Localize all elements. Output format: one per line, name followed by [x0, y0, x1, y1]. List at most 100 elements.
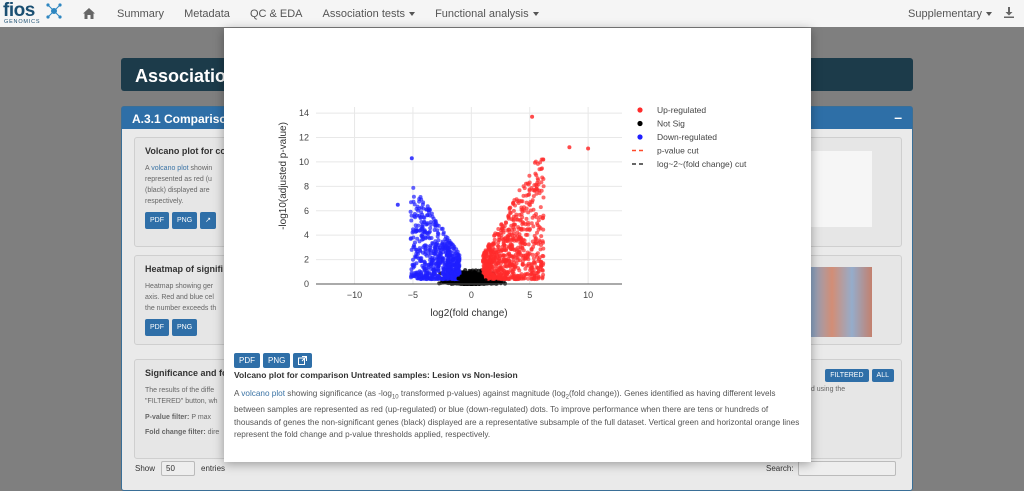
up-point [535, 251, 540, 256]
up-point [516, 245, 521, 250]
down-point [454, 251, 459, 255]
pvalue-filter-value[interactable]: P [191, 414, 196, 421]
down-point [420, 202, 425, 207]
volcano-plot-link[interactable]: volcano plot [241, 389, 285, 398]
pvalue-filter-label: P-value filter: [145, 414, 190, 421]
heatmap-card-line2: axis. Red and blue cel [145, 294, 214, 301]
nav-association-tests[interactable]: Association tests [323, 8, 416, 20]
up-point [506, 216, 511, 221]
up-point [541, 254, 546, 259]
volcano-link[interactable]: volcano plot [151, 165, 189, 172]
card-png-button[interactable]: PNG [172, 212, 198, 229]
up-point [505, 239, 510, 244]
up-point [486, 243, 491, 248]
up-point [531, 207, 536, 212]
up-point [485, 266, 490, 271]
entries-select[interactable]: 50 [161, 461, 196, 476]
heatmap-png-button[interactable]: PNG [172, 319, 198, 336]
down-point [424, 253, 429, 258]
nav-supplementary[interactable]: Supplementary [908, 0, 992, 27]
up-point [532, 260, 537, 265]
pvalue-filter-input[interactable]: max [197, 414, 212, 421]
up-point [524, 253, 529, 258]
up-point [503, 260, 508, 265]
down-point [412, 262, 417, 267]
all-button[interactable]: ALL [871, 369, 894, 382]
up-point [540, 268, 545, 272]
up-point [525, 232, 530, 237]
chevron-down-icon [409, 11, 416, 16]
filtered-button[interactable]: FILTERED [825, 369, 869, 382]
up-point [502, 243, 507, 248]
down-point [419, 271, 424, 276]
heatmap-pdf-button[interactable]: PDF [145, 319, 169, 336]
outlier-point [567, 145, 572, 150]
down-point [439, 254, 444, 259]
external-link-icon[interactable] [293, 353, 313, 368]
down-point [411, 265, 416, 270]
up-point [530, 239, 535, 244]
up-point [495, 231, 500, 236]
notsig-core-point [468, 278, 473, 283]
up-point [535, 161, 540, 166]
down-point [414, 229, 419, 233]
up-point [510, 237, 515, 242]
pdf-button[interactable]: PDF [234, 353, 260, 368]
plot-grid [316, 107, 622, 285]
modal-caption-title: Volcano plot for comparison Untreated sa… [234, 370, 518, 380]
up-point [534, 184, 539, 189]
down-point [441, 267, 446, 271]
notsig-point [463, 268, 468, 273]
up-point [502, 277, 507, 281]
down-point [423, 266, 428, 271]
down-point [453, 265, 458, 270]
nav-summary-label: Summary [117, 7, 165, 20]
up-point [526, 276, 531, 281]
x-tick-label: −10 [347, 290, 362, 300]
down-point [447, 268, 452, 273]
down-point [411, 245, 416, 250]
up-point [511, 208, 516, 213]
nav-summary[interactable]: Summary [117, 8, 164, 20]
volcano-card-line4: respectively. [145, 198, 184, 205]
nav-qc-eda[interactable]: QC & EDA [250, 8, 303, 20]
up-point [482, 257, 487, 262]
up-point [520, 209, 525, 214]
card-pdf-button[interactable]: PDF [145, 212, 169, 229]
png-button[interactable]: PNG [263, 353, 291, 368]
up-point [501, 228, 505, 233]
y-tick-label: 10 [299, 157, 309, 167]
down-point [425, 204, 430, 209]
up-point [526, 210, 531, 215]
nav-metadata[interactable]: Metadata [184, 8, 230, 20]
nav-functional-analysis[interactable]: Functional analysis [435, 8, 539, 20]
home-icon[interactable] [83, 8, 97, 19]
fc-filter-label: Fold change filter: [145, 429, 206, 436]
outlier-point [409, 156, 414, 161]
up-point [530, 198, 535, 203]
fc-filter-value[interactable]: dire [207, 429, 220, 436]
external-link-icon[interactable]: ↗ [200, 212, 217, 229]
heatmap-card-line1: Heatmap showing ger [145, 283, 214, 290]
down-point [429, 222, 433, 227]
search-input[interactable] [798, 461, 896, 476]
up-point [506, 227, 511, 232]
y-tick-label: 0 [304, 279, 309, 289]
down-point [427, 229, 432, 234]
up-point [526, 242, 531, 247]
down-point [409, 274, 414, 279]
up-point [493, 256, 498, 261]
download-icon[interactable] [1004, 7, 1014, 21]
collapse-icon[interactable]: – [894, 109, 902, 125]
show-label: Show [135, 464, 156, 473]
down-point [412, 202, 417, 207]
down-point [451, 246, 456, 251]
x-tick-label: 5 [527, 290, 532, 300]
down-point [438, 258, 442, 263]
up-point [512, 198, 517, 203]
up-point [520, 220, 525, 225]
fios-logo[interactable]: fios GENOMICS [3, 0, 65, 27]
up-point [511, 273, 516, 278]
logo-subtext: GENOMICS [4, 19, 41, 25]
down-point [423, 250, 428, 254]
